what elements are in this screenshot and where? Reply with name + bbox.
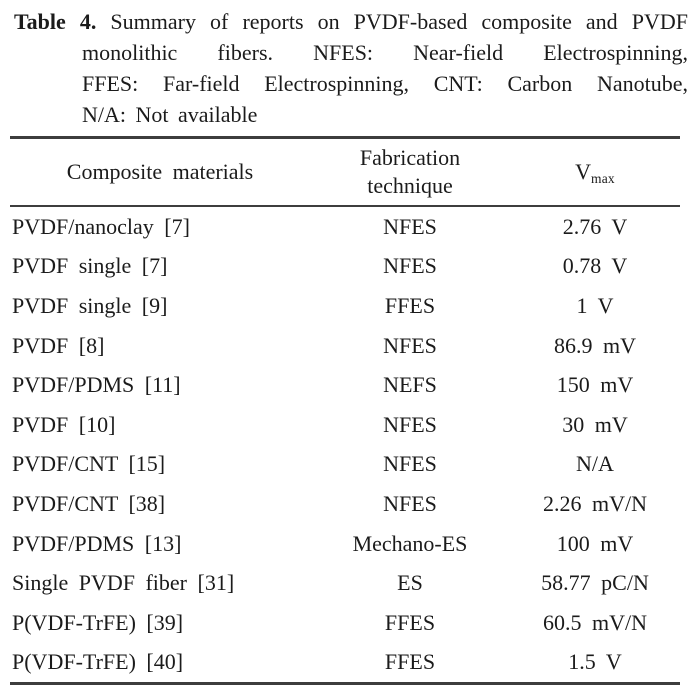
vmax-cell: 1.5 V [568, 649, 622, 675]
material-cell: PVDF [8] [12, 332, 105, 358]
technique-cell: FFES [384, 292, 436, 318]
table-row: PVDF/CNT [38] NFES 2.26 mV/N [10, 484, 680, 524]
material-cell: PVDF/PDMS [11] [12, 372, 181, 398]
vmax-cell: 60.5 mV/N [543, 609, 647, 635]
material-cell: PVDF/nanoclay [7] [12, 213, 190, 239]
caption-line-4: N/A: Not available [82, 102, 258, 127]
caption-line-2: monolithic fibers. NFES: Near-field Elec… [82, 40, 688, 65]
material-cell: P(VDF-TrFE) [40] [12, 649, 184, 675]
technique-cell: FFES [384, 649, 436, 675]
technique-cell: FFES [384, 609, 436, 635]
vmax-cell: 86.9 mV [554, 332, 636, 358]
technique-cell: NFES [383, 411, 437, 437]
vmax-subscript: max [591, 171, 615, 186]
table-row: Single PVDF fiber [31] ES 58.77 pC/N [10, 563, 680, 603]
table-row: P(VDF-TrFE) [39] FFES 60.5 mV/N [10, 603, 680, 643]
technique-cell: NEFS [383, 372, 437, 398]
table-number-label: Table 4. [14, 9, 97, 34]
material-cell: Single PVDF fiber [31] [12, 570, 235, 596]
vmax-cell: 100 mV [556, 530, 634, 556]
technique-cell: NFES [383, 332, 437, 358]
technique-cell: NFES [383, 213, 437, 239]
technique-cell: ES [397, 570, 423, 596]
vmax-cell: 0.78 V [562, 253, 628, 279]
vmax-base: V [575, 159, 592, 184]
table-row: PVDF/PDMS [11] NEFS 150 mV [10, 365, 680, 405]
table-row: PVDF/CNT [15] NFES N/A [10, 445, 680, 485]
vmax-cell: 150 mV [556, 372, 634, 398]
caption-line-1: Table 4. Summary of reports on PVDF-base… [14, 6, 688, 37]
material-cell: PVDF single [9] [12, 292, 168, 318]
vmax-cell: 30 mV [562, 411, 628, 437]
table-header-row: Composite materials Fabrication techniqu… [10, 137, 680, 207]
table-row: PVDF single [7] NFES 0.78 V [10, 247, 680, 287]
vmax-cell: 58.77 pC/N [541, 570, 649, 596]
column-header-composite-materials: Composite materials [10, 137, 310, 207]
technique-cell: NFES [383, 451, 437, 477]
caption-text-1: Summary of reports on PVDF-based composi… [110, 9, 688, 34]
material-cell: PVDF/CNT [15] [12, 451, 166, 477]
table-row: P(VDF-TrFE) [40] FFES 1.5 V [10, 643, 680, 684]
vmax-cell: 2.26 mV/N [543, 490, 647, 516]
technique-cell: Mechano-ES [352, 530, 468, 556]
material-cell: PVDF [10] [12, 411, 116, 437]
table-row: PVDF [10] NFES 30 mV [10, 405, 680, 445]
column-header-fabrication-technique: Fabrication technique [310, 137, 510, 207]
summary-table: Composite materials Fabrication techniqu… [10, 136, 680, 686]
vmax-cell: 1 V [576, 292, 614, 318]
material-cell: PVDF/CNT [38] [12, 490, 166, 516]
column-header-vmax: Vmax [510, 137, 680, 207]
caption-line-3: FFES: Far-field Electrospinning, CNT: Ca… [82, 71, 688, 96]
material-cell: P(VDF-TrFE) [39] [12, 609, 184, 635]
table-row: PVDF [8] NFES 86.9 mV [10, 326, 680, 366]
vmax-cell: 2.76 V [562, 213, 628, 239]
technique-cell: NFES [383, 490, 437, 516]
technique-cell: NFES [383, 253, 437, 279]
table-row: PVDF/nanoclay [7] NFES 2.76 V [10, 206, 680, 247]
material-cell: PVDF/PDMS [13] [12, 530, 182, 556]
vmax-cell: N/A [576, 451, 614, 477]
material-cell: PVDF single [7] [12, 253, 168, 279]
table-caption: Table 4. Summary of reports on PVDF-base… [14, 6, 688, 130]
table-row: PVDF single [9] FFES 1 V [10, 286, 680, 326]
table-row: PVDF/PDMS [13] Mechano-ES 100 mV [10, 524, 680, 564]
